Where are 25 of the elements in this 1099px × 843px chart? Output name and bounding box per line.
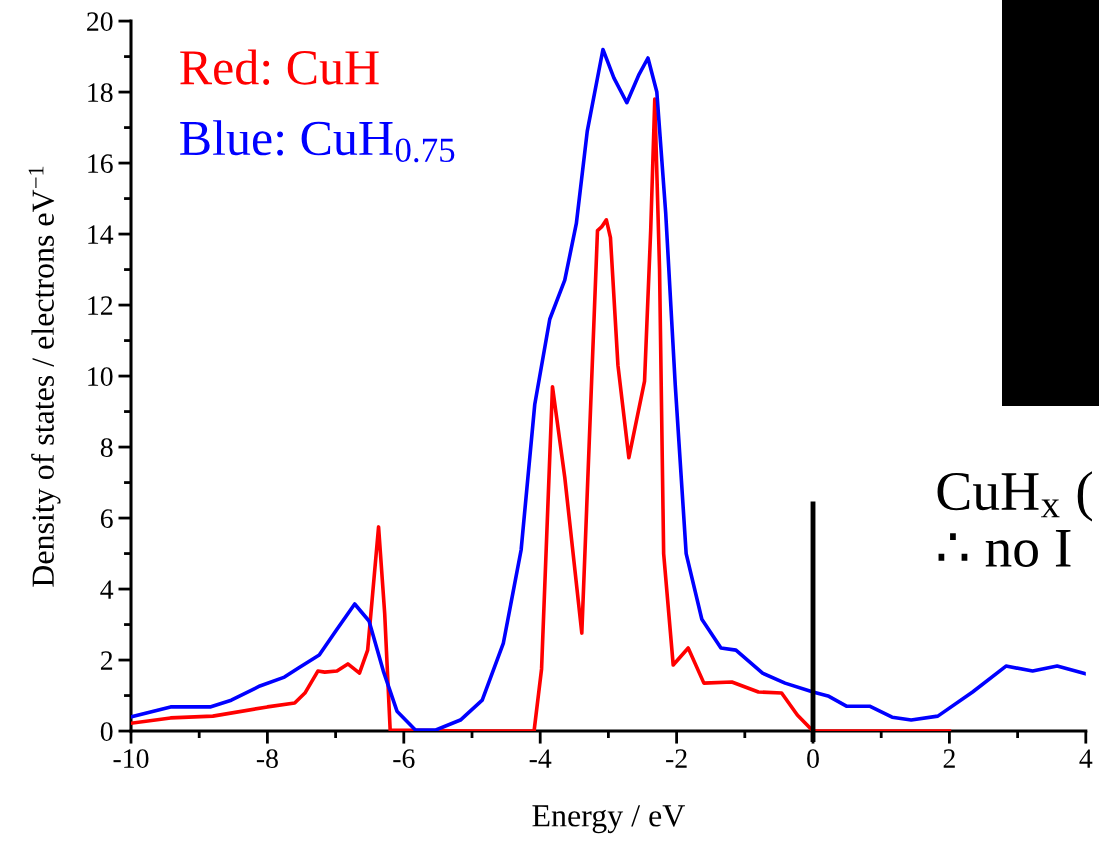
y-axis-title: Density of states / electrons eV$^{−1}$ xyxy=(28,166,61,587)
x-tick-label: -6 xyxy=(393,749,415,768)
text: Blue: CuH$_{0.75}$ xyxy=(180,120,455,163)
x-tick-label: -10 xyxy=(113,749,149,768)
x-tick-label: 4 xyxy=(1079,749,1093,768)
y-tick-label: 10 xyxy=(88,367,113,386)
y-tick-label: 16 xyxy=(88,154,113,173)
y-tick-label: 2 xyxy=(100,651,113,670)
x-axis-title: Energy / eV xyxy=(532,805,685,834)
annotation: ∴ no I xyxy=(938,530,1071,568)
x-tick-label: 0 xyxy=(807,749,819,768)
y-tick-label: 20 xyxy=(87,12,113,31)
annotation: CuH$_{x}$ ( xyxy=(937,471,1092,522)
x-tick-label: -2 xyxy=(666,749,687,768)
x-tick-label: -4 xyxy=(529,749,552,768)
y-tick-label: 12 xyxy=(88,296,113,315)
y-tick-label: 0 xyxy=(100,722,113,741)
y-tick-label: 6 xyxy=(100,509,113,528)
y-tick-label: 14 xyxy=(88,225,114,244)
text: Red: CuH xyxy=(180,49,379,85)
x-tick-label: 2 xyxy=(943,749,955,768)
y-tick-label: 4 xyxy=(100,580,114,599)
y-tick-label: 18 xyxy=(88,83,113,102)
x-tick-label: -8 xyxy=(256,749,278,768)
y-tick-label: 8 xyxy=(100,438,113,457)
